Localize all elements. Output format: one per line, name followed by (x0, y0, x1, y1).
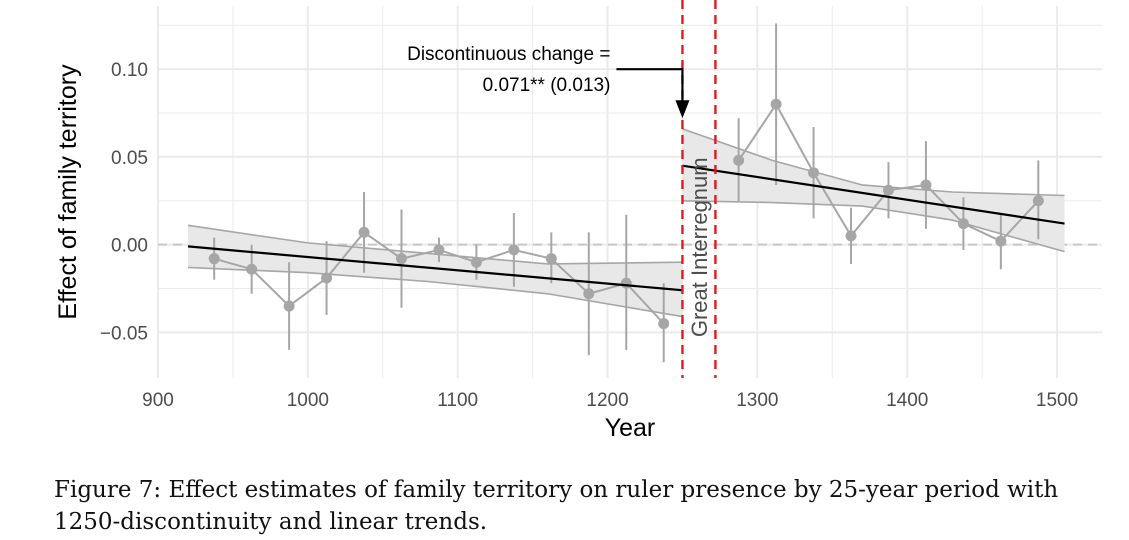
data-point (658, 318, 670, 330)
trend-line (682, 164, 1065, 225)
data-point (583, 288, 595, 300)
y-tick-label: 0.05 (111, 148, 148, 169)
data-point (957, 218, 969, 230)
annotation-arrowhead (675, 100, 690, 119)
x-tick-label: 1000 (287, 390, 329, 411)
data-point (321, 272, 333, 284)
annotation-text-line2: 0.071** (0.013) (483, 75, 611, 96)
data-point (1032, 195, 1044, 207)
annotation-arrow-line (616, 68, 684, 103)
trend-line (187, 245, 683, 292)
data-point (246, 263, 258, 275)
x-axis-title: Year (605, 414, 656, 442)
confidence-band (682, 128, 1065, 252)
chart: Great Interregnum Discontinuous change =… (54, 0, 1102, 442)
data-point (283, 300, 295, 312)
trend-lines (187, 164, 1065, 292)
data-point (358, 226, 370, 238)
y-axis-ticks: −0.05 0.00 0.05 0.10 (100, 60, 148, 344)
y-tick-label: 0.00 (111, 236, 148, 257)
band-upper-edge (682, 128, 1065, 197)
interregnum-boundaries (681, 0, 717, 378)
figure-caption: Figure 7: Effect estimates of family ter… (54, 477, 1059, 535)
data-point (920, 179, 932, 191)
x-axis-ticks: 900 1000 1100 1200 1300 1400 1500 (142, 390, 1078, 411)
data-point (395, 253, 407, 265)
data-point (545, 253, 557, 265)
estimate-series (208, 23, 1044, 363)
y-tick-label: 0.10 (111, 60, 148, 81)
data-point (770, 98, 782, 110)
data-point (433, 244, 445, 256)
x-tick-label: 1400 (886, 390, 928, 411)
data-point (208, 253, 220, 265)
band-lower-edge (187, 266, 683, 318)
data-point (733, 154, 745, 166)
annotation: Discontinuous change = 0.071** (0.013) (407, 44, 690, 119)
data-point (845, 230, 857, 242)
data-point (470, 256, 482, 268)
data-point (508, 244, 520, 256)
annotation-text-line1: Discontinuous change = (407, 44, 610, 65)
x-tick-label: 900 (142, 390, 174, 411)
data-point (882, 184, 894, 196)
x-tick-label: 1300 (736, 390, 778, 411)
band-lower-edge (682, 199, 1065, 253)
data-point (808, 167, 820, 179)
x-tick-label: 1200 (586, 390, 628, 411)
interregnum-label: Great Interregnum (687, 157, 712, 337)
y-tick-label: −0.05 (100, 323, 148, 344)
x-tick-label: 1500 (1036, 390, 1078, 411)
data-point (620, 277, 632, 289)
data-point (995, 235, 1007, 247)
y-axis-title: Effect of family territory (54, 64, 82, 320)
confidence-band (187, 225, 683, 317)
x-tick-label: 1100 (437, 390, 478, 411)
confidence-bands (187, 128, 1065, 318)
